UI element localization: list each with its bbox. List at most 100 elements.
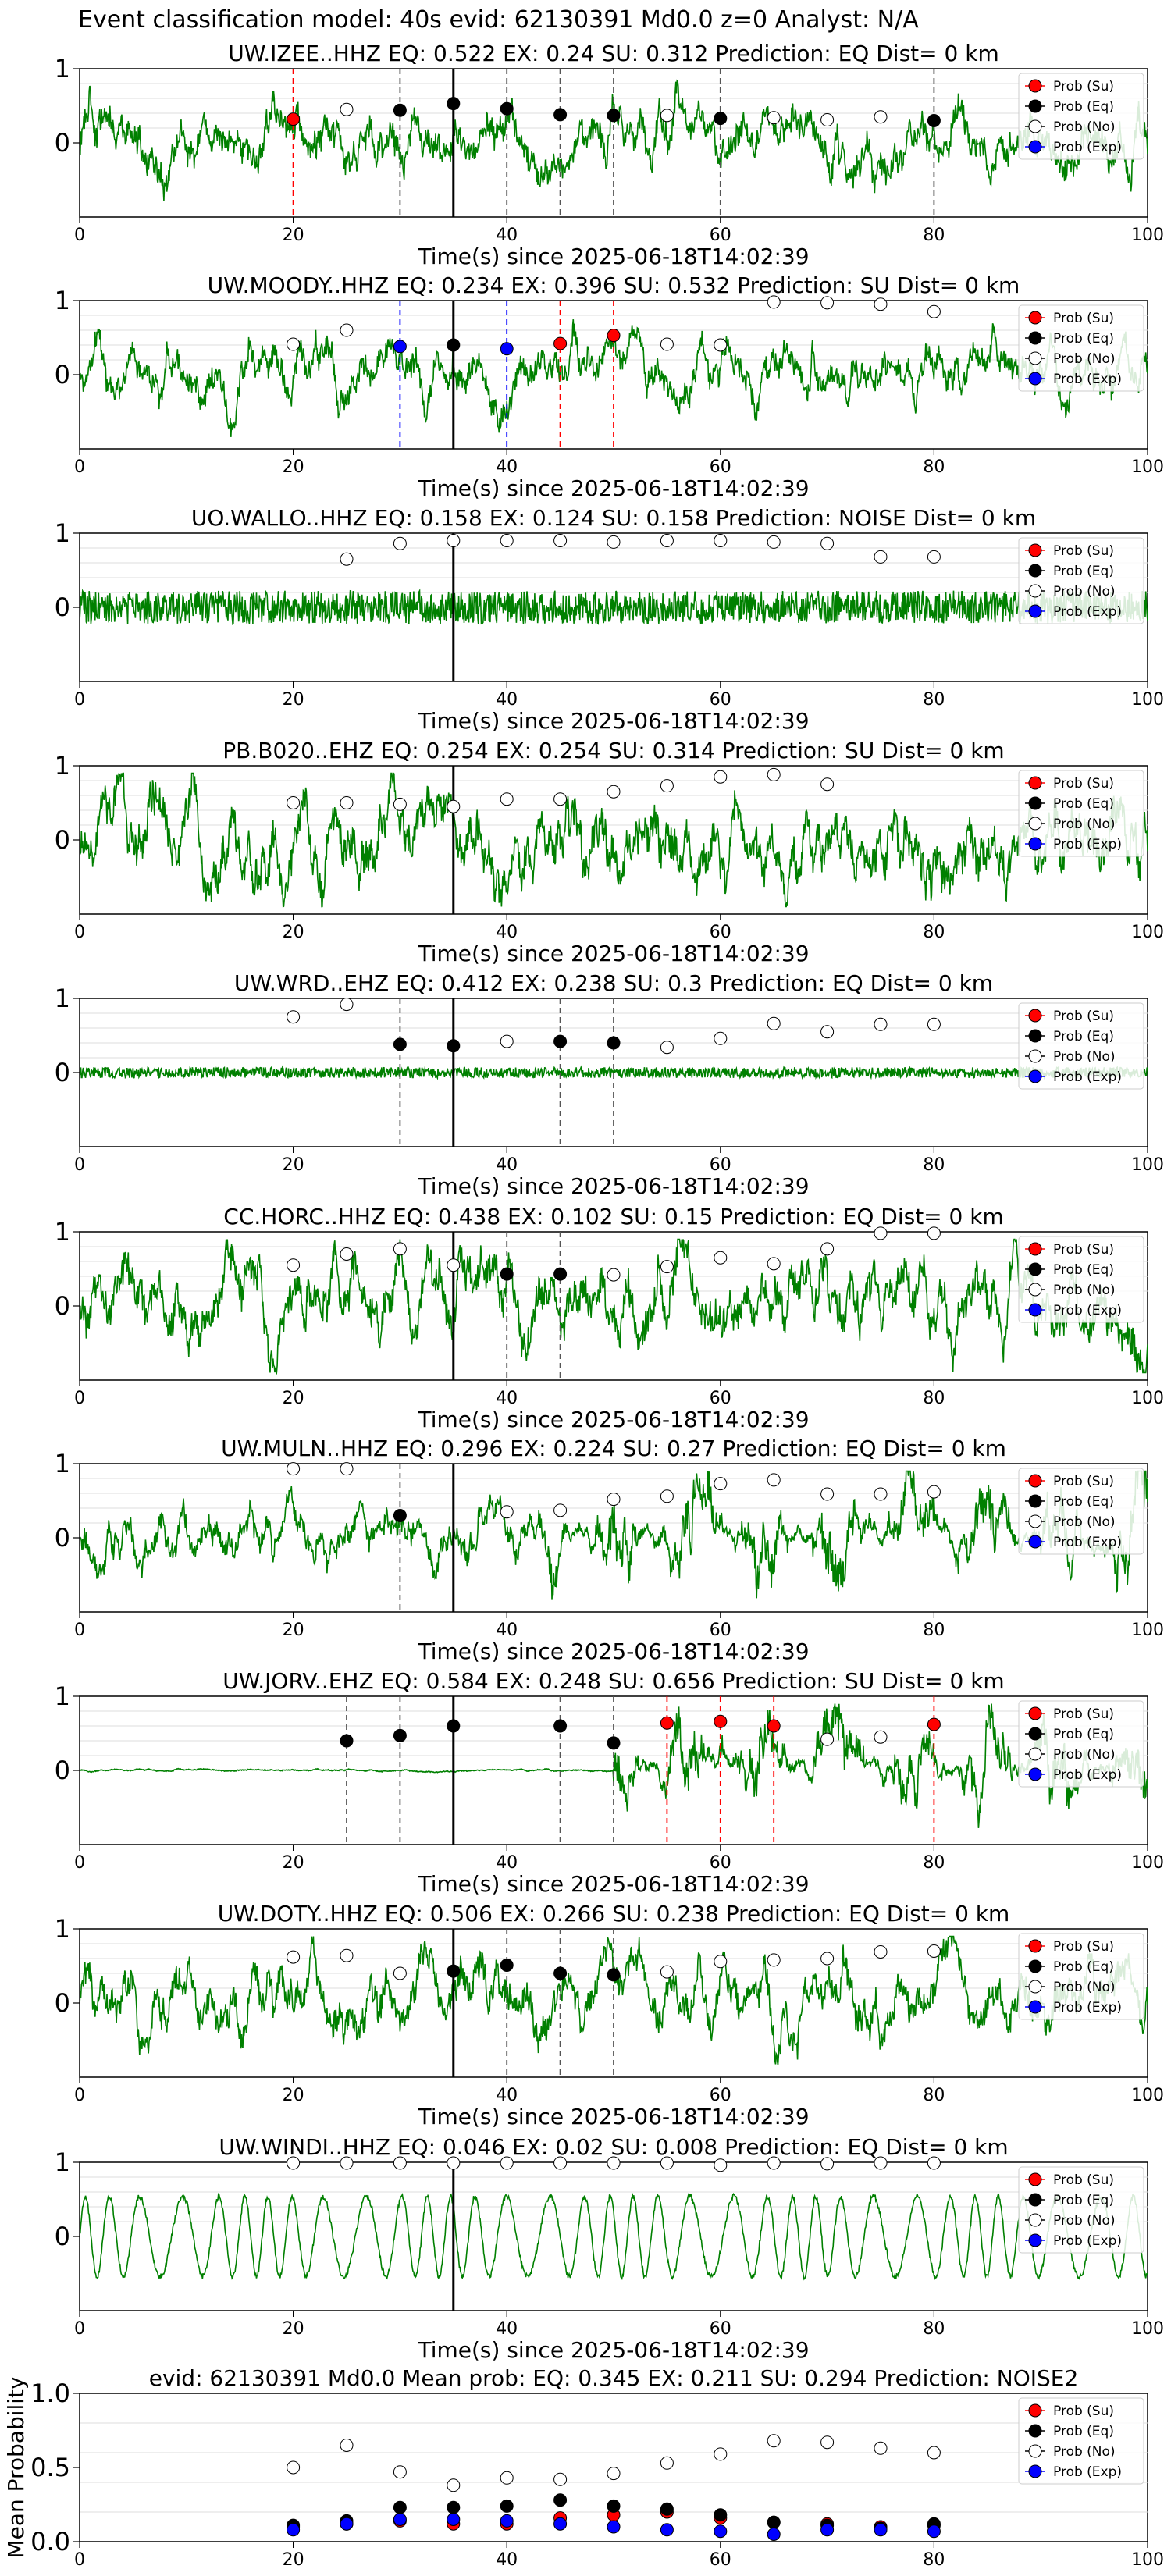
- legend-label: Prob (Su): [1053, 2403, 1114, 2419]
- panel-title: UW.MULN..HHZ EQ: 0.296 EX: 0.224 SU: 0.2…: [221, 1436, 1006, 1461]
- legend-box: [1018, 73, 1144, 160]
- prob-marker: [393, 536, 407, 550]
- x-tick-label: 60: [710, 923, 731, 942]
- legend-marker: [1028, 837, 1042, 851]
- prob-marker: [340, 998, 354, 1012]
- y-axis-label: Mean Probability: [3, 2376, 29, 2558]
- legend-marker: [1028, 2424, 1042, 2438]
- x-axis-label: Time(s) since 2025-06-18T14:02:39: [417, 475, 809, 501]
- prob-marker: [287, 1010, 301, 1024]
- legend-marker: [1028, 1049, 1042, 1063]
- legend-label: Prob (No): [1053, 119, 1116, 135]
- legend-marker: [1028, 1494, 1042, 1508]
- legend-label: Prob (Exp): [1053, 1535, 1122, 1550]
- prob-marker: [553, 108, 568, 122]
- prob-marker: [607, 2156, 621, 2170]
- legend-label: Prob (Su): [1053, 543, 1114, 559]
- x-tick-label: 40: [496, 1389, 518, 1408]
- prob-marker: [874, 1730, 888, 1744]
- legend-marker: [1028, 351, 1042, 365]
- legend-marker: [1028, 2213, 1042, 2227]
- legend-marker: [1028, 311, 1042, 325]
- prob-marker: [607, 1268, 621, 1282]
- legend-label: Prob (Su): [1053, 311, 1114, 326]
- prob-marker: [660, 2156, 674, 2170]
- prob-marker: [607, 1968, 621, 1982]
- prob-marker: [500, 342, 514, 356]
- prob-marker: [660, 779, 674, 793]
- x-tick-label: 40: [496, 923, 518, 942]
- prob-marker: [767, 1719, 781, 1733]
- legend-box: [1018, 1002, 1144, 1090]
- legend-label: Prob (Exp): [1053, 1767, 1122, 1783]
- legend-label: Prob (Su): [1053, 1009, 1114, 1024]
- x-tick-label: 60: [710, 457, 731, 477]
- x-tick-label: 20: [283, 1155, 304, 1175]
- waveform-group: [80, 79, 1148, 201]
- prob-marker: [767, 295, 781, 309]
- legend-box: [1018, 1236, 1144, 1323]
- mean-prob-marker: [447, 2513, 461, 2526]
- prob-marker: [340, 323, 354, 337]
- prob-marker: [820, 296, 835, 310]
- prob-marker: [874, 1226, 888, 1240]
- waveform-group: [80, 1470, 1148, 1600]
- prob-marker: [874, 1944, 888, 1959]
- prob-marker: [447, 799, 461, 813]
- prob-marker: [927, 1485, 941, 1499]
- x-tick-label: 100: [1131, 2319, 1164, 2339]
- legend-marker: [1028, 2000, 1042, 2014]
- legend-marker: [1028, 817, 1042, 831]
- chart-panel-10: UW.WINDI..HHZ EQ: 0.046 EX: 0.02 SU: 0.0…: [55, 2134, 1164, 2363]
- legend-label: Prob (Su): [1053, 776, 1114, 792]
- y-tick-label: 1: [55, 984, 70, 1013]
- mean-prob-marker: [500, 2499, 514, 2513]
- mean-prob-marker: [500, 2471, 514, 2485]
- mean-prob-marker: [287, 2523, 301, 2537]
- x-tick-label: 80: [923, 1621, 945, 1640]
- prob-marker: [287, 2156, 301, 2170]
- prob-marker: [340, 1247, 354, 1261]
- legend-label: Prob (Exp): [1053, 2233, 1122, 2249]
- y-tick-label: 1: [55, 2147, 70, 2177]
- chart-panel-8: UW.JORV..EHZ EQ: 0.584 EX: 0.248 SU: 0.6…: [55, 1668, 1164, 1897]
- prob-marker: [660, 1260, 674, 1274]
- x-tick-label: 20: [283, 2319, 304, 2339]
- legend-marker: [1028, 2233, 1042, 2247]
- waveform-group: [80, 2193, 1148, 2281]
- prob-marker: [287, 1258, 301, 1272]
- mean-prob-marker: [927, 2524, 941, 2539]
- prob-marker: [660, 1489, 674, 1503]
- prob-marker: [447, 2156, 461, 2170]
- prob-marker: [287, 796, 301, 809]
- prob-marker: [767, 767, 781, 781]
- x-tick-label: 80: [923, 457, 945, 477]
- mean-prob-marker: [500, 2514, 514, 2528]
- x-axis-label: Time(s) since 2025-06-18T14:02:39: [417, 941, 809, 966]
- prob-marker: [340, 2156, 354, 2170]
- chart-panel-4: PB.B020..EHZ EQ: 0.254 EX: 0.254 SU: 0.3…: [55, 738, 1164, 966]
- x-tick-label: 80: [923, 923, 945, 942]
- mean-prob-marker: [660, 2523, 674, 2537]
- panel-title: UW.MOODY..HHZ EQ: 0.234 EX: 0.396 SU: 0.…: [208, 272, 1020, 298]
- legend-label: Prob (No): [1053, 1980, 1116, 1995]
- legend-marker: [1028, 1069, 1042, 1083]
- legend-label: Prob (Exp): [1053, 1303, 1122, 1318]
- prob-marker: [927, 1944, 941, 1958]
- prob-marker: [340, 1734, 354, 1748]
- legend-label: Prob (Su): [1053, 1706, 1114, 1722]
- prob-marker: [927, 2156, 941, 2170]
- legend-label: Prob (Exp): [1053, 837, 1122, 852]
- prob-marker: [553, 1267, 568, 1281]
- legend-label: Prob (Eq): [1053, 1029, 1114, 1044]
- prob-marker: [820, 1952, 835, 1966]
- legend: Prob (Su) Prob (Eq) Prob (No) Prob (Exp): [1018, 304, 1144, 392]
- legend-label: Prob (Exp): [1053, 2000, 1122, 2016]
- y-tick-label: 0: [55, 128, 70, 158]
- mean-prob-marker: [820, 2435, 835, 2450]
- mean-prob-marker: [340, 2517, 354, 2531]
- prob-marker: [660, 1716, 674, 1730]
- legend-marker: [1028, 564, 1042, 578]
- mean-prob-marker: [447, 2478, 461, 2492]
- prob-marker: [660, 109, 674, 123]
